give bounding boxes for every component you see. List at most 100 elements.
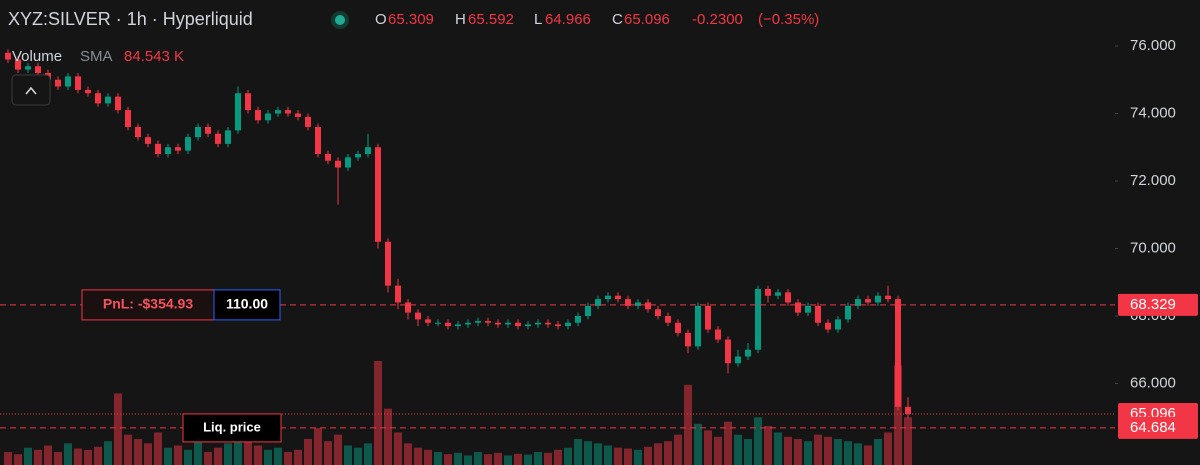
volume-bar xyxy=(404,443,412,465)
candle-body xyxy=(475,321,481,323)
candle-body xyxy=(155,143,161,154)
candle-body xyxy=(715,329,721,340)
candle-body xyxy=(795,302,801,313)
candle-body xyxy=(635,302,641,306)
volume-bar xyxy=(814,434,822,465)
volume-bar xyxy=(124,434,132,465)
volume-bar xyxy=(224,443,232,465)
liq-box[interactable] xyxy=(182,413,282,443)
candle-body xyxy=(285,110,291,114)
candle-body xyxy=(705,305,711,330)
volume-bar xyxy=(244,439,252,465)
volume-bar xyxy=(804,441,812,465)
o-value: 65.309 xyxy=(388,11,434,28)
status-dot xyxy=(335,15,345,25)
candle-body xyxy=(55,79,61,87)
volume-bar xyxy=(634,449,642,465)
volume-bar xyxy=(644,446,652,465)
y-tick-label: 74.000 xyxy=(1130,104,1176,121)
volume-bar xyxy=(324,441,332,465)
candle-body xyxy=(605,295,611,300)
h-label: H xyxy=(455,11,466,28)
volume-label[interactable]: Volume xyxy=(12,48,62,65)
h-value: 65.592 xyxy=(468,11,514,28)
volume-bar xyxy=(784,436,792,465)
volume-bar xyxy=(904,417,912,465)
candle-body xyxy=(585,305,591,316)
volume-bar xyxy=(454,452,462,465)
candle-body xyxy=(655,309,661,316)
candle-body xyxy=(75,76,81,90)
volume-bar xyxy=(54,452,62,465)
volume-bar xyxy=(774,432,782,465)
volume-bar xyxy=(664,441,672,465)
candle-body xyxy=(905,406,911,415)
candle-body xyxy=(255,110,261,121)
volume-bar xyxy=(94,446,102,465)
volume-bar xyxy=(384,408,392,465)
volume-bar xyxy=(534,452,542,465)
volume-bar xyxy=(574,439,582,465)
candle-body xyxy=(415,312,421,320)
candle-body xyxy=(375,147,381,242)
candle-body xyxy=(225,130,231,144)
candle-body xyxy=(685,332,691,347)
candle-body xyxy=(735,356,741,364)
collapse-button[interactable] xyxy=(11,74,51,106)
candle-body xyxy=(535,322,541,325)
candle-body xyxy=(195,126,201,138)
volume-bar xyxy=(84,449,92,465)
volume-bar xyxy=(304,439,312,465)
candle-body xyxy=(185,137,191,151)
volume-bar xyxy=(554,449,562,465)
pnl-box[interactable] xyxy=(81,289,215,321)
change: -0.2300 xyxy=(692,11,743,28)
volume-bar xyxy=(234,426,242,465)
candle-body xyxy=(895,299,901,407)
volume-bar xyxy=(514,453,522,465)
candle-body xyxy=(485,321,491,323)
sma-value: 84.543 K xyxy=(124,48,184,65)
candle-body xyxy=(205,126,211,134)
candle-body xyxy=(555,324,561,327)
candle-body xyxy=(175,147,181,151)
volume-bar xyxy=(564,447,572,465)
volume-bar xyxy=(184,449,192,465)
candle-body xyxy=(805,305,811,313)
volume-bar xyxy=(374,361,382,465)
volume-bar xyxy=(204,452,212,465)
candle-body xyxy=(325,153,331,161)
volume-bar xyxy=(114,393,122,465)
volume-bar xyxy=(604,445,612,465)
volume-bar xyxy=(64,443,72,465)
volume-bar xyxy=(354,447,362,465)
sma-label: SMA xyxy=(80,48,113,65)
volume-bar xyxy=(794,439,802,465)
volume-bar xyxy=(844,441,852,465)
volume-bar xyxy=(164,447,172,465)
candle-body xyxy=(305,116,311,127)
candle-body xyxy=(875,295,881,303)
volume-bar xyxy=(494,452,502,465)
symbol[interactable]: XYZ:SILVER · 1h · Hyperliquid xyxy=(8,9,253,29)
volume-bar xyxy=(214,447,222,465)
volume-bar xyxy=(524,454,532,465)
candle-body xyxy=(85,89,91,94)
candle-body xyxy=(105,96,111,104)
candle-body xyxy=(215,133,221,144)
candle-body xyxy=(515,322,521,327)
candle-body xyxy=(465,322,471,325)
candle-body xyxy=(785,292,791,303)
volume-bar xyxy=(884,432,892,465)
volume-bar xyxy=(674,434,682,465)
candle-body xyxy=(145,137,151,144)
volume-bar xyxy=(444,454,452,465)
candle-body xyxy=(595,299,601,306)
o-label: O xyxy=(375,11,387,28)
candle-body xyxy=(865,299,871,303)
volume-bar xyxy=(684,384,692,465)
candle-body xyxy=(5,52,11,60)
candle-body xyxy=(165,147,171,154)
volume-bar xyxy=(194,441,202,465)
